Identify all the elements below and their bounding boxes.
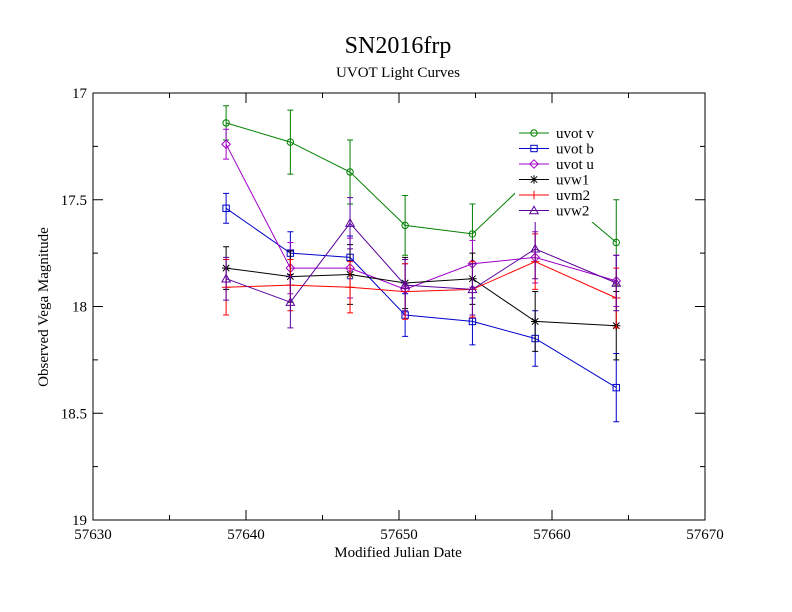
- data-point: [612, 383, 620, 392]
- legend-label: uvw1: [556, 173, 589, 189]
- legend-label: uvot b: [556, 142, 594, 158]
- data-point: [401, 221, 409, 230]
- x-tick-labels: 57630 57640 57650 57660 57670: [74, 527, 724, 543]
- legend-item: uvot u: [519, 157, 594, 173]
- axis-ticks: [92, 92, 706, 521]
- error-bar: [287, 276, 294, 329]
- legend-label: uvot u: [556, 157, 594, 173]
- legend-marker: [529, 175, 539, 184]
- series-line-uvm2: [226, 261, 617, 299]
- series-line-uvw2: [225, 222, 617, 303]
- data-point: [345, 283, 355, 292]
- data-point: [344, 218, 356, 227]
- series-uvm2: [221, 233, 621, 329]
- data-point: [611, 277, 622, 287]
- legend-item: uvot b: [519, 142, 594, 158]
- x-tick-label: 57660: [533, 527, 571, 543]
- data-point: [530, 243, 541, 253]
- legend-marker: [530, 144, 538, 153]
- legend-label: uvot v: [556, 126, 594, 142]
- x-tick-label: 57640: [227, 527, 265, 543]
- y-tick-labels: 17 17.5 18 18.5 19: [61, 86, 88, 529]
- y-tick-label: 18: [72, 300, 87, 316]
- error-bar: [402, 194, 409, 256]
- y-tick-label: 18.5: [61, 406, 87, 422]
- data-point: [467, 284, 478, 294]
- legend-item: uvw1: [519, 173, 589, 189]
- chart-subtitle: UVOT Light Curves: [336, 65, 460, 81]
- y-tick-label: 17: [72, 86, 88, 102]
- error-bar: [469, 263, 476, 316]
- data-point: [285, 297, 296, 306]
- chart-title: SN2016frp: [345, 33, 452, 59]
- legend-label: uvm2: [556, 188, 590, 204]
- data-point: [468, 317, 477, 326]
- error-bar: [613, 254, 620, 312]
- legend-item: uvm2: [519, 188, 590, 204]
- x-tick-label: 57650: [380, 527, 418, 543]
- error-bar: [402, 259, 409, 312]
- error-bar: [347, 197, 354, 250]
- data-point: [612, 238, 620, 247]
- legend-marker: [528, 205, 540, 215]
- error-bar: [613, 352, 620, 423]
- legend-item: uvw2: [519, 204, 589, 220]
- error-bar: [347, 139, 354, 205]
- error-bar: [287, 109, 294, 175]
- series-uvw2: [221, 197, 622, 329]
- y-tick-label: 19: [72, 513, 87, 529]
- data-point: [400, 279, 411, 289]
- data-point: [346, 168, 354, 176]
- error-bar: [223, 128, 230, 160]
- data-point: [286, 138, 295, 146]
- data-point: [222, 204, 230, 212]
- y-tick-label: 17.5: [61, 193, 87, 209]
- data-point: [221, 273, 232, 283]
- series-layer: [221, 105, 622, 423]
- series-line-uvw1: [226, 267, 617, 327]
- data-point: [530, 317, 540, 326]
- plot-frame: [92, 92, 706, 521]
- data-point: [221, 139, 232, 150]
- data-point: [222, 119, 230, 127]
- x-axis-label: Modified Julian Date: [334, 545, 462, 561]
- legend-label: uvw2: [556, 204, 589, 220]
- x-tick-label: 57630: [74, 527, 112, 543]
- y-axis-label: Observed Vega Magnitude: [36, 227, 52, 387]
- error-bar: [223, 256, 230, 301]
- legend-background: [515, 121, 612, 222]
- series-line-uvot-b: [225, 207, 617, 389]
- x-tick-label: 57670: [686, 527, 724, 543]
- series-uvw1: [221, 244, 621, 361]
- data-point: [468, 230, 477, 238]
- error-bar: [223, 192, 230, 224]
- legend-marker: [529, 159, 539, 169]
- legend-marker: [530, 129, 538, 137]
- legend-marker: [529, 190, 539, 200]
- legend-item: uvot v: [519, 126, 594, 142]
